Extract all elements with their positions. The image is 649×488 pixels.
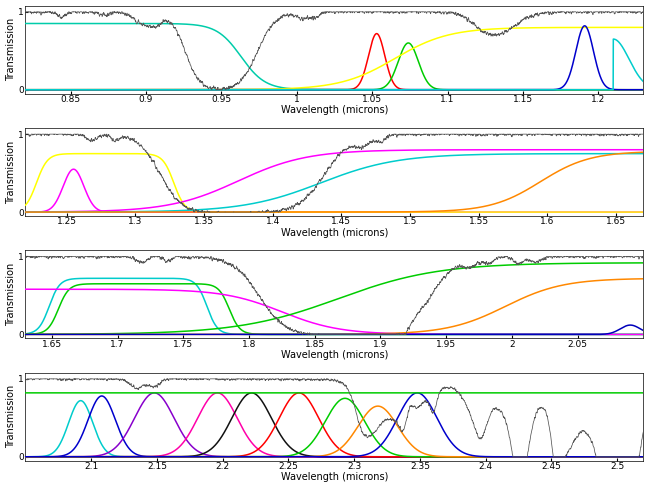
X-axis label: Wavelength (microns): Wavelength (microns) [281, 350, 388, 360]
Y-axis label: Transmission: Transmission [6, 141, 16, 203]
X-axis label: Wavelength (microns): Wavelength (microns) [281, 105, 388, 115]
Y-axis label: Transmission: Transmission [6, 263, 16, 326]
X-axis label: Wavelength (microns): Wavelength (microns) [281, 472, 388, 483]
X-axis label: Wavelength (microns): Wavelength (microns) [281, 228, 388, 238]
Y-axis label: Transmission: Transmission [6, 18, 16, 81]
Y-axis label: Transmission: Transmission [6, 385, 16, 448]
